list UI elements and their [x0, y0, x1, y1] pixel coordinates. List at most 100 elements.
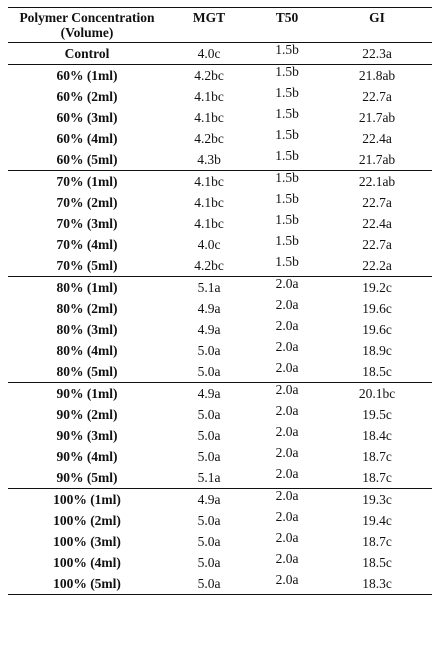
cell-mgt-text: 4.2bc — [194, 131, 224, 146]
cell-mgt-text: 4.9a — [197, 301, 221, 316]
cell-concentration: 90% (1ml) — [8, 383, 166, 405]
cell-gi-text: 22.7a — [362, 89, 392, 104]
cell-mgt: 5.0a — [166, 552, 252, 573]
table-body: Control 4.0c 1.5b 22.3a 60% (1ml) 4.2bc 1.5b 21… — [8, 42, 432, 595]
cell-gi: 22.4a — [322, 213, 432, 234]
cell-gi: 22.7a — [322, 192, 432, 213]
cell-gi-text: 22.7a — [362, 237, 392, 252]
cell-gi-text: 18.5c — [362, 364, 392, 379]
cell-t50-text: 2.0a — [275, 551, 299, 566]
cell-mgt: 4.2bc — [166, 255, 252, 277]
cell-mgt-text: 5.0a — [197, 407, 221, 422]
cell-t50-text: 2.0a — [275, 297, 299, 312]
cell-gi: 19.5c — [322, 404, 432, 425]
table-header: Polymer Concentration (Volume) MGT T50 G… — [8, 7, 432, 43]
table-row: 90% (3ml) 5.0a 2.0a 18.4c — [8, 424, 432, 446]
cell-t50: 1.5b — [252, 106, 322, 128]
cell-gi-text: 21.7ab — [358, 110, 396, 125]
cell-mgt-text: 4.1bc — [194, 89, 224, 104]
cell-concentration: 60% (5ml) — [8, 149, 166, 171]
cell-gi: 19.6c — [322, 319, 432, 340]
cell-t50-text: 2.0a — [275, 509, 299, 524]
cell-gi-text: 19.3c — [362, 492, 392, 507]
cell-t50-text: 2.0a — [275, 318, 299, 333]
cell-mgt: 4.9a — [166, 298, 252, 319]
cell-gi: 18.7c — [322, 446, 432, 467]
cell-t50: 2.0a — [252, 360, 322, 383]
cell-t50-text: 2.0a — [275, 572, 299, 587]
cell-mgt-text: 4.1bc — [194, 110, 224, 125]
cell-gi: 18.5c — [322, 552, 432, 573]
cell-t50: 2.0a — [252, 445, 322, 467]
cell-t50: 2.0a — [252, 382, 322, 405]
germination-table: Polymer Concentration (Volume) MGT T50 G… — [8, 7, 432, 595]
cell-t50: 1.5b — [252, 170, 322, 193]
cell-mgt-text: 5.0a — [197, 513, 221, 528]
cell-t50-text: 1.5b — [275, 170, 299, 185]
cell-concentration-text: 90% (3ml) — [56, 428, 118, 443]
cell-gi-text: 19.4c — [362, 513, 392, 528]
cell-t50-text: 1.5b — [275, 64, 299, 79]
cell-concentration: 100% (2ml) — [8, 510, 166, 531]
cell-mgt-text: 4.2bc — [194, 258, 224, 273]
cell-mgt-text: 5.0a — [197, 534, 221, 549]
header-concentration-line2: (Volume) — [60, 25, 114, 40]
header-row: Polymer Concentration (Volume) MGT T50 G… — [8, 7, 432, 43]
table-row: 70% (1ml) 4.1bc 1.5b 22.1ab — [8, 170, 432, 193]
cell-t50: 2.0a — [252, 509, 322, 531]
cell-mgt: 5.1a — [166, 467, 252, 489]
cell-concentration: 90% (2ml) — [8, 404, 166, 425]
cell-gi: 22.7a — [322, 86, 432, 107]
cell-gi-text: 18.3c — [362, 576, 392, 591]
cell-t50: 2.0a — [252, 318, 322, 340]
table-row: 90% (2ml) 5.0a 2.0a 19.5c — [8, 403, 432, 425]
cell-t50: 2.0a — [252, 339, 322, 361]
cell-mgt: 4.1bc — [166, 171, 252, 193]
cell-concentration: 70% (3ml) — [8, 213, 166, 234]
table-row: 100% (1ml) 4.9a 2.0a 19.3c — [8, 488, 432, 511]
cell-t50-text: 2.0a — [275, 466, 299, 481]
cell-t50: 1.5b — [252, 212, 322, 234]
cell-t50: 1.5b — [252, 233, 322, 255]
cell-concentration-text: 70% (2ml) — [56, 195, 118, 210]
cell-t50-text: 2.0a — [275, 276, 299, 291]
table-row: 70% (4ml) 4.0c 1.5b 22.7a — [8, 233, 432, 255]
cell-gi: 19.4c — [322, 510, 432, 531]
cell-gi-text: 22.7a — [362, 195, 392, 210]
cell-t50-text: 2.0a — [275, 530, 299, 545]
cell-concentration: 100% (3ml) — [8, 531, 166, 552]
table-row: 90% (4ml) 5.0a 2.0a 18.7c — [8, 445, 432, 467]
cell-t50-text: 1.5b — [275, 191, 299, 206]
cell-concentration-text: 70% (1ml) — [56, 174, 118, 189]
cell-t50: 2.0a — [252, 424, 322, 446]
cell-mgt: 5.0a — [166, 404, 252, 425]
cell-t50: 2.0a — [252, 466, 322, 489]
header-gi: GI — [322, 7, 432, 43]
cell-concentration: 80% (3ml) — [8, 319, 166, 340]
cell-t50: 2.0a — [252, 488, 322, 511]
cell-mgt-text: 4.9a — [197, 386, 221, 401]
cell-t50-text: 1.5b — [275, 85, 299, 100]
cell-mgt: 5.0a — [166, 510, 252, 531]
cell-concentration: 90% (5ml) — [8, 467, 166, 489]
cell-gi: 21.7ab — [322, 149, 432, 171]
cell-mgt: 4.0c — [166, 234, 252, 255]
cell-mgt: 4.1bc — [166, 213, 252, 234]
cell-t50-text: 1.5b — [275, 148, 299, 163]
cell-mgt-text: 5.0a — [197, 576, 221, 591]
cell-t50-text: 2.0a — [275, 488, 299, 503]
table-row: 60% (3ml) 4.1bc 1.5b 21.7ab — [8, 106, 432, 128]
cell-gi: 21.8ab — [322, 65, 432, 87]
cell-concentration-text: 70% (4ml) — [56, 237, 118, 252]
cell-gi-text: 20.1bc — [358, 386, 396, 401]
cell-t50: 2.0a — [252, 572, 322, 595]
cell-t50-text: 2.0a — [275, 403, 299, 418]
cell-mgt: 4.2bc — [166, 65, 252, 87]
cell-t50: 1.5b — [252, 42, 322, 65]
cell-t50-text: 1.5b — [275, 127, 299, 142]
cell-concentration-text: Control — [64, 46, 110, 61]
cell-concentration: 100% (5ml) — [8, 573, 166, 595]
cell-concentration: 60% (2ml) — [8, 86, 166, 107]
cell-concentration-text: 80% (2ml) — [56, 301, 118, 316]
cell-mgt-text: 5.0a — [197, 364, 221, 379]
